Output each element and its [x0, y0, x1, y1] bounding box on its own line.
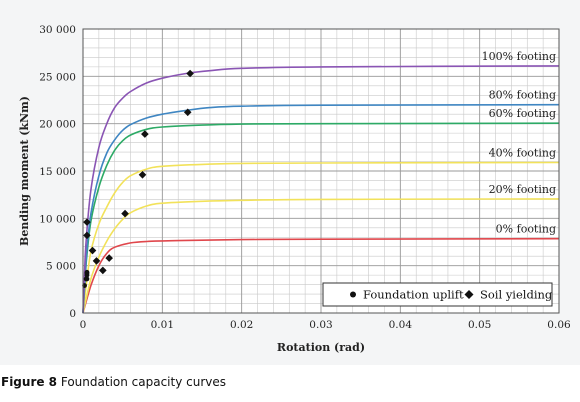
legend-box	[322, 282, 553, 307]
yield-marker	[121, 209, 129, 218]
x-tick-label: 0.03	[309, 319, 332, 331]
series-labels: 0% footing 20% footing 40% footing 60% foot…	[482, 50, 556, 236]
yield-marker	[105, 254, 113, 262]
x-tick-label: 0.05	[468, 319, 491, 331]
yield-marker	[88, 246, 97, 255]
y-tick-label: 0	[69, 308, 76, 320]
yield-marker	[141, 130, 149, 138]
yield-marker	[83, 231, 91, 240]
series-line-100-footing	[82, 65, 560, 314]
legend: Foundation uplift Soil yielding	[322, 282, 553, 307]
y-tick-label: 5 000	[46, 261, 76, 273]
series-line-40-footing	[82, 161, 560, 314]
grid-lines	[83, 29, 559, 313]
x-axis-title: Rotation (rad)	[277, 341, 365, 354]
x-tick-label: 0.06	[547, 319, 571, 331]
yield-marker	[99, 266, 107, 275]
series-label-0-footing: 0% footing	[496, 223, 556, 236]
x-tick-label: 0.02	[230, 319, 253, 331]
x-tick-label: 0	[80, 319, 87, 331]
series-line-20-footing	[82, 198, 560, 314]
uplift-marker	[84, 276, 90, 282]
series-label-80-footing: 80% footing	[489, 89, 556, 102]
y-tick-labels: 0 5 000 10 000 15 000 20 000 25 000 30 000	[39, 24, 76, 320]
x-tick-label: 0.04	[389, 319, 413, 331]
y-axis-title: Bending moment (kNm)	[18, 96, 31, 246]
series-label-20-footing: 20% footing	[489, 183, 556, 196]
y-tick-label: 20 000	[39, 119, 76, 131]
series-lines	[82, 65, 560, 314]
figure-panel: 0 0.01 0.02 0.03 0.04 0.05 0.06 0 5 000 10 000 15…	[0, 0, 580, 365]
series-line-0-footing	[82, 237, 560, 314]
yield-marker	[83, 218, 91, 226]
x-tick-labels: 0 0.01 0.02 0.03 0.04 0.05 0.06	[80, 319, 571, 331]
legend-yield-label: Soil yielding	[480, 288, 553, 302]
uplift-marker	[84, 269, 90, 275]
y-tick-label: 25 000	[39, 71, 76, 83]
legend-yield-marker	[464, 290, 474, 299]
legend-uplift-label: Foundation uplift	[363, 288, 464, 302]
series-label-100-footing: 100% footing	[482, 50, 556, 63]
figure-caption: Figure 8 Foundation capacity curves	[1, 375, 226, 389]
series-label-60-footing: 60% footing	[489, 107, 556, 120]
yield-marker	[183, 108, 192, 117]
y-tick-label: 15 000	[39, 166, 76, 178]
series-line-80-footing	[82, 103, 560, 314]
y-tick-label: 10 000	[39, 213, 76, 225]
legend-uplift-marker	[350, 291, 356, 298]
series-label-40-footing: 40% footing	[489, 146, 556, 159]
yield-marker	[138, 170, 147, 179]
yield-marker	[92, 257, 101, 265]
caption-label: Figure 8	[1, 375, 58, 389]
capacity-chart: 0 0.01 0.02 0.03 0.04 0.05 0.06 0 5 000 10 000 15…	[18, 24, 571, 354]
x-tick-label: 0.01	[151, 319, 174, 331]
plot-border	[82, 28, 560, 314]
y-tick-label: 30 000	[39, 24, 76, 36]
caption-text: Foundation capacity curves	[60, 375, 227, 389]
yield-marker	[186, 69, 194, 78]
